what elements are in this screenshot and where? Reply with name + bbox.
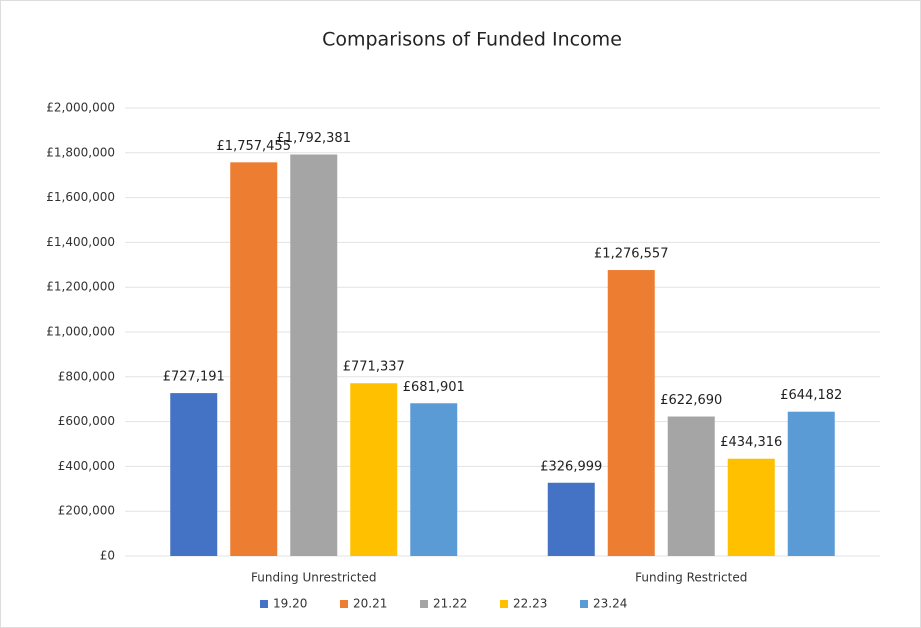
bar [607, 270, 655, 556]
value-label: £644,182 [780, 388, 842, 403]
legend-swatch [580, 600, 588, 608]
y-tick-label: £1,600,000 [46, 190, 115, 204]
x-tick-label: Funding Unrestricted [251, 571, 376, 585]
value-label: £727,191 [163, 370, 225, 385]
legend-swatch [340, 600, 348, 608]
bar [350, 383, 398, 556]
x-tick-label: Funding Restricted [635, 571, 747, 585]
y-tick-label: £1,200,000 [46, 280, 115, 294]
bar [230, 162, 278, 556]
value-label: £1,757,455 [217, 139, 291, 154]
bar [290, 154, 338, 556]
bar [727, 458, 775, 556]
y-tick-label: £600,000 [58, 414, 115, 428]
value-label: £681,901 [403, 380, 465, 395]
legend-swatch [420, 600, 428, 608]
legend-swatch [500, 600, 508, 608]
legend-label: 19.20 [273, 597, 307, 611]
legend-label: 23.24 [593, 597, 627, 611]
y-tick-label: £400,000 [58, 459, 115, 473]
y-tick-label: £200,000 [58, 504, 115, 518]
y-tick-label: £800,000 [58, 369, 115, 383]
y-tick-label: £1,400,000 [46, 235, 115, 249]
value-label: £434,316 [720, 435, 782, 450]
value-label: £1,276,557 [594, 247, 668, 262]
bar [410, 403, 458, 556]
legend-label: 22.23 [513, 597, 547, 611]
y-tick-label: £2,000,000 [46, 101, 115, 115]
value-label: £622,690 [660, 393, 722, 408]
value-label: £771,337 [343, 360, 405, 375]
legend-swatch [260, 600, 268, 608]
legend-label: 21.22 [433, 597, 467, 611]
bar [787, 411, 835, 556]
bar [667, 416, 715, 556]
bar [170, 393, 218, 556]
legend-label: 20.21 [353, 597, 387, 611]
y-tick-label: £0 [100, 549, 115, 563]
y-tick-label: £1,000,000 [46, 325, 115, 339]
value-label: £326,999 [540, 459, 602, 474]
bar [547, 482, 595, 556]
chart-title: Comparisons of Funded Income [322, 29, 622, 51]
y-tick-label: £1,800,000 [46, 145, 115, 159]
value-label: £1,792,381 [277, 131, 351, 146]
